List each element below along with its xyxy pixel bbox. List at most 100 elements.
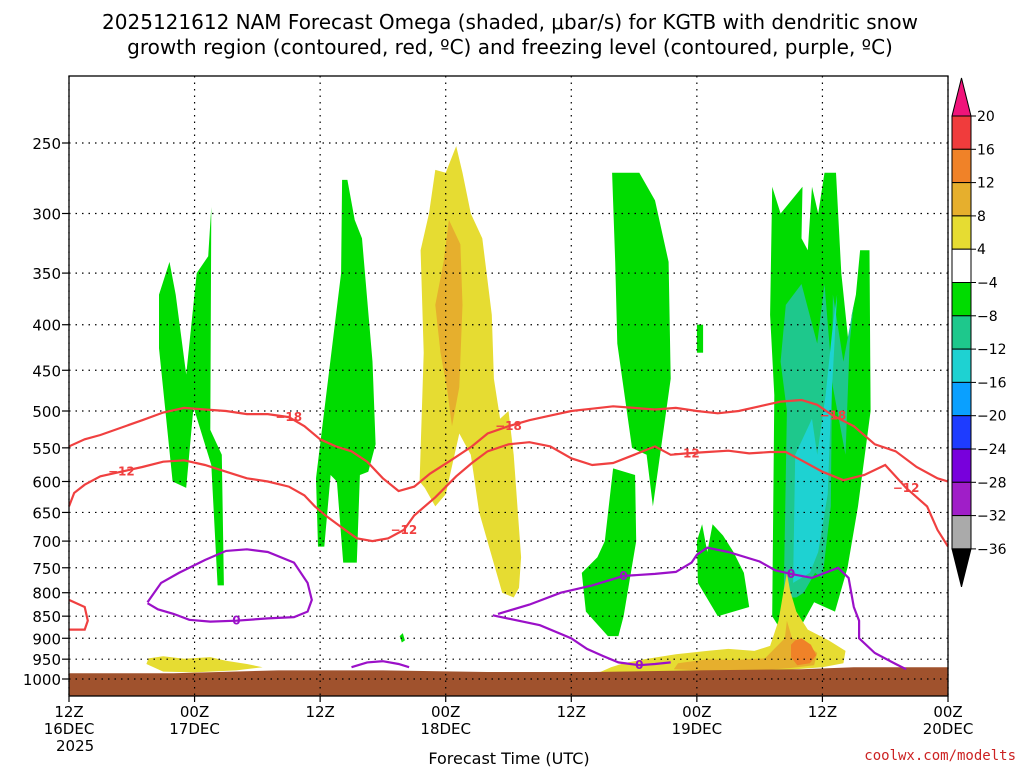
colorbar-box-6: [951, 315, 972, 350]
colorbar-box-5: [951, 282, 972, 317]
dgz-minus18-contour-label-0: −18: [275, 410, 302, 424]
omega-region-green-plume-4: [612, 172, 671, 507]
colorbar-label-13: −36: [977, 542, 1007, 558]
chart-title-line2: growth region (contoured, red, ºC) and f…: [127, 35, 893, 59]
colorbar-label-5: −4: [977, 276, 998, 292]
omega-region-green-plume-3: [581, 468, 637, 637]
freezing-level-contour-2-label-1: 0: [787, 567, 795, 581]
colorbar-label-10: −24: [977, 442, 1007, 458]
colorbar-box-0: [951, 115, 972, 150]
freezing-level-contour-2: [497, 546, 907, 671]
terrain-fill: [69, 667, 948, 696]
omega-region-orange-low: [673, 620, 818, 672]
y-tick-label-800: 800: [32, 585, 61, 603]
omega-region-yellow-low-1: [146, 656, 263, 673]
cold-left-pocket-contour: [69, 598, 89, 631]
colorbar-label-8: −16: [977, 375, 1007, 391]
colorbar-box-4: [951, 248, 972, 283]
y-tick-label-450: 450: [32, 362, 61, 380]
colorbar-label-4: 4: [977, 242, 986, 258]
x-tick-label-1-line1: 00Z: [180, 703, 209, 721]
colorbar-box-12: [951, 515, 972, 550]
dgz-minus18-contour: [69, 398, 948, 493]
freezing-level-contour: [146, 548, 313, 623]
colorbar-box-9: [951, 415, 972, 450]
dgz-minus12-contour-label-1: −12: [390, 523, 417, 537]
y-tick-label-900: 900: [32, 630, 61, 648]
dgz-minus12-contour-label-0: −12: [108, 465, 135, 479]
y-tick-label-1000: 1000: [23, 671, 61, 689]
omega-region-green-dot: [696, 324, 704, 353]
colorbar-label-0: 20: [977, 109, 995, 125]
y-tick-label-250: 250: [32, 135, 61, 153]
freezing-level-contour-3: [492, 614, 671, 667]
x-axis-label: Forecast Time (UTC): [428, 749, 589, 768]
x-tick-label-1-line2: 17DEC: [169, 720, 220, 738]
y-tick-label-850: 850: [32, 608, 61, 626]
x-tick-label-7-line2: 20DEC: [923, 720, 974, 738]
colorbar: 20 16 12 8 4 −4 −8 −12 −16 −20 −24 −28 −32 −36: [951, 77, 1007, 588]
x-tick-label-5-line1: 00Z: [682, 703, 711, 721]
colorbar-box-8: [951, 381, 972, 417]
colorbar-box-1: [951, 148, 972, 184]
chart-title-line1: 2025121612 NAM Forecast Omega (shaded, μ…: [102, 10, 918, 34]
colorbar-label-1: 16: [977, 142, 995, 158]
x-tick-label-4-line1: 12Z: [557, 703, 586, 721]
y-axis-ticks: 250 300 350 400 450 500 550 600 650 700 750 800 850 9…: [23, 135, 69, 689]
y-tick-label-550: 550: [32, 440, 61, 458]
y-tick-label-600: 600: [32, 473, 61, 491]
colorbar-label-9: −20: [977, 409, 1007, 425]
omega-region-green-plume-2: [316, 179, 376, 563]
x-tick-label-0-line2: 16DEC: [44, 720, 95, 738]
omega-region-orange-inner: [435, 219, 463, 427]
colorbar-box-7: [951, 348, 972, 383]
dgz-minus18-contour-label-2: −18: [820, 409, 847, 423]
x-tick-label-3-line2: 18DEC: [420, 720, 471, 738]
colorbar-bottom-triangle: [951, 548, 972, 588]
freezing-level-contour-label-0: 0: [232, 614, 240, 628]
colorbar-box-11: [951, 481, 972, 517]
y-tick-label-350: 350: [32, 265, 61, 283]
y-tick-label-500: 500: [32, 403, 61, 421]
colorbar-box-2: [951, 182, 972, 217]
x-tick-label-2-line1: 12Z: [305, 703, 334, 721]
y-tick-label-750: 750: [32, 560, 61, 578]
colorbar-label-3: 8: [977, 209, 986, 225]
x-tick-label-0-line1: 12Z: [54, 703, 83, 721]
y-tick-label-700: 700: [32, 533, 61, 551]
omega-region-green-plume-5: [696, 524, 750, 617]
colorbar-label-12: −32: [977, 509, 1007, 525]
freezing-level-contour-3-label-0: 0: [635, 658, 643, 672]
omega-region-cyan-core: [793, 294, 838, 583]
colorbar-label-7: −12: [977, 342, 1007, 358]
x-tick-label-5-line2: 19DEC: [672, 720, 723, 738]
dgz-minus12-contour-label-2: −12: [673, 446, 700, 460]
dgz-minus18-contour-label-1: −18: [495, 419, 522, 433]
colorbar-label-2: 12: [977, 176, 995, 192]
omega-region-green-plume-1: [159, 207, 224, 586]
freezing-level-contour-2-label-0: 0: [619, 569, 627, 583]
dgz-minus12-contour: [69, 441, 948, 548]
omega-region-orange-deep: [791, 638, 817, 666]
y-tick-label-650: 650: [32, 504, 61, 522]
y-tick-label-400: 400: [32, 317, 61, 335]
freezing-level-contour-4: [351, 660, 410, 669]
colorbar-top-triangle: [951, 77, 972, 117]
colorbar-box-3: [951, 215, 972, 250]
x-tick-label-3-line1: 00Z: [431, 703, 460, 721]
plot-area: −12 −12 −12 −12 −18 −18 −18 0 0 0 0: [68, 75, 949, 697]
omega-shading: [69, 146, 948, 696]
x-tick-label-6-line1: 12Z: [808, 703, 837, 721]
plot-frame: [68, 75, 949, 697]
y-tick-label-300: 300: [32, 205, 61, 223]
source-credit: coolwx.com/modelts: [864, 748, 1016, 764]
contours: −12 −12 −12 −12 −18 −18 −18 0 0 0 0: [69, 398, 948, 672]
colorbar-box-10: [951, 448, 972, 483]
x-tick-label-0-line3: 2025: [56, 737, 94, 755]
omega-region-green-dot-2: [399, 633, 405, 643]
dgz-minus12-contour-label-3: −12: [893, 481, 920, 495]
colorbar-label-6: −8: [977, 309, 998, 325]
x-tick-label-7-line1: 00Z: [933, 703, 962, 721]
